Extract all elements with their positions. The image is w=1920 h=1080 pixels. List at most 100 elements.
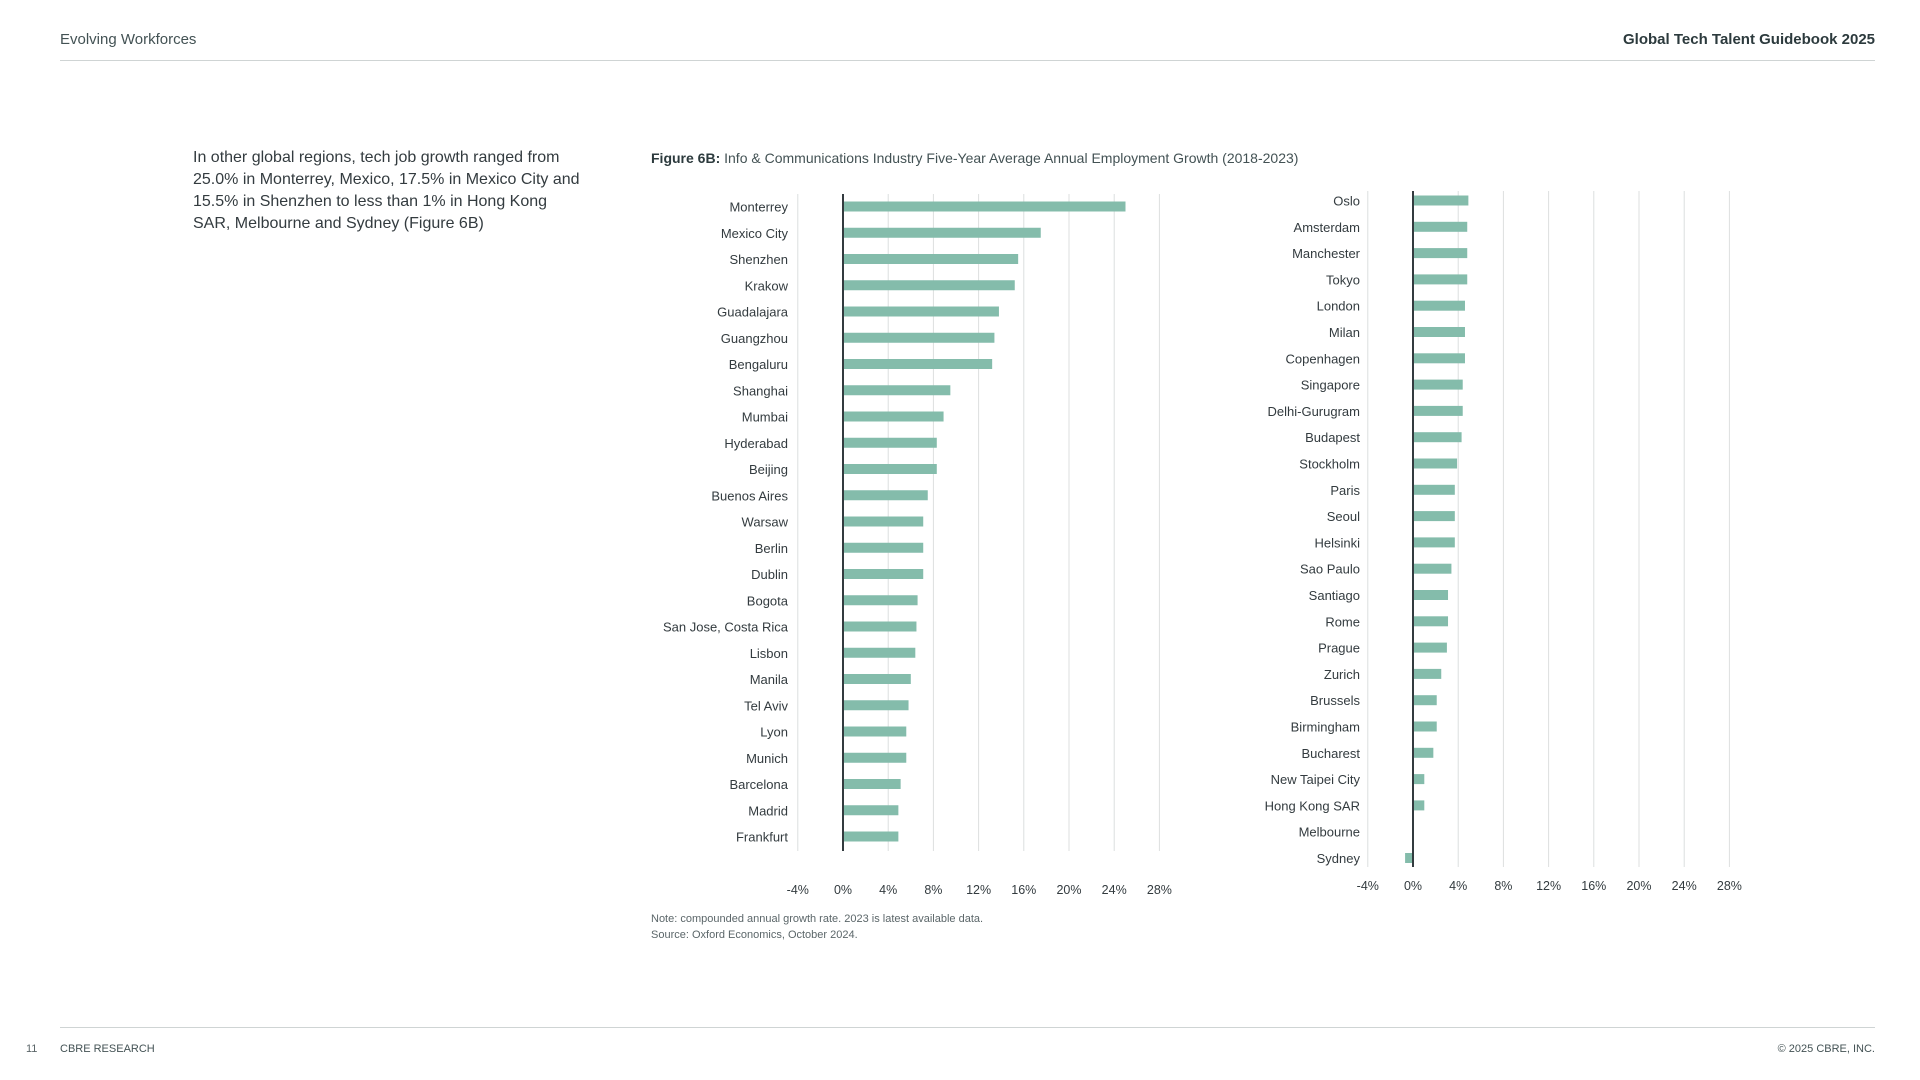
category-label: Amsterdam [1294, 220, 1360, 235]
category-label: Mumbai [742, 410, 788, 425]
category-label: Lyon [760, 725, 788, 740]
bar [1413, 511, 1455, 522]
header-divider [60, 60, 1875, 61]
category-label: San Jose, Costa Rica [663, 620, 789, 635]
x-tick-label: 4% [879, 883, 897, 897]
figure-title: Figure 6B: Info & Communications Industr… [651, 150, 1298, 166]
bar [1413, 642, 1447, 653]
bar [843, 464, 937, 474]
category-label: Dublin [751, 567, 788, 582]
bar [843, 569, 924, 579]
category-label: Berlin [755, 541, 788, 556]
bar [1413, 616, 1449, 627]
category-label: Shanghai [733, 383, 788, 398]
bar [1413, 537, 1455, 548]
category-label: Barcelona [729, 777, 788, 792]
x-tick-label: 20% [1056, 883, 1081, 897]
category-label: Munich [746, 751, 788, 766]
x-tick-label: 16% [1011, 883, 1036, 897]
source-line: Source: Oxford Economics, October 2024. [651, 929, 858, 941]
category-label: Brussels [1310, 693, 1360, 708]
x-tick-label: 0% [834, 883, 852, 897]
bar [1413, 563, 1452, 574]
page-number: 11 [26, 1043, 38, 1055]
category-label: Krakow [745, 278, 789, 293]
category-label: Hong Kong SAR [1265, 798, 1360, 813]
x-tick-label: 0% [1404, 879, 1422, 893]
bar [1413, 379, 1463, 390]
category-label: Shenzhen [729, 252, 788, 267]
bar [1413, 405, 1463, 416]
category-label: Mexico City [721, 226, 789, 241]
figure-caption: Info & Communications Industry Five-Year… [724, 150, 1299, 166]
bar [843, 542, 924, 553]
bar [1413, 221, 1468, 232]
bar [843, 831, 899, 842]
bar [843, 201, 1126, 212]
category-label: Guadalajara [717, 305, 789, 320]
note-line: Note: compounded annual growth rate. 202… [651, 913, 984, 925]
category-label: Sao Paulo [1300, 562, 1360, 577]
bar [843, 385, 951, 396]
x-tick-label: 20% [1626, 879, 1651, 893]
category-label: Delhi-Gurugram [1268, 404, 1360, 419]
bar [843, 332, 995, 343]
bar [843, 752, 907, 763]
bar [843, 674, 911, 684]
category-label: Melbourne [1299, 825, 1360, 840]
bar [843, 621, 917, 632]
category-label: Buenos Aires [711, 488, 788, 503]
category-label: Zurich [1324, 667, 1360, 682]
category-label: Frankfurt [736, 830, 788, 845]
category-label: Paris [1330, 483, 1360, 498]
category-label: Sydney [1317, 851, 1361, 866]
category-label: Milan [1329, 325, 1360, 340]
category-label: Madrid [748, 803, 788, 818]
x-tick-label: -4% [1357, 879, 1379, 893]
category-label: Tel Aviv [744, 698, 788, 713]
category-label: Tokyo [1326, 272, 1360, 287]
category-label: Prague [1318, 641, 1360, 656]
x-tick-label: -4% [787, 883, 809, 897]
bar [1413, 484, 1455, 495]
bar [1413, 353, 1465, 364]
bar [1413, 300, 1465, 311]
category-label: Seoul [1327, 509, 1360, 524]
chart-panel-right: -4% 0% 4% 8% 12% 16% 20% 24% 28% Oslo Amsterdam Man… [1265, 191, 1742, 893]
report-title: Global Tech Talent Guidebook 2025 [1623, 31, 1875, 48]
category-label: Santiago [1309, 588, 1360, 603]
chart-panel-left: -4% 0% 4% 8% 12% 16% 20% 24% 28% Monterrey Mexico … [663, 194, 1172, 897]
category-label: Helsinki [1314, 535, 1360, 550]
bar [843, 437, 937, 448]
bar [843, 280, 1015, 291]
category-label: Stockholm [1299, 457, 1360, 472]
category-label: Oslo [1333, 194, 1360, 209]
bar [1413, 668, 1442, 679]
x-tick-label: 12% [966, 883, 991, 897]
category-label: Manila [750, 672, 789, 687]
bar [1413, 774, 1425, 785]
x-tick-label: 8% [924, 883, 942, 897]
category-label: Bogota [747, 593, 789, 608]
x-tick-label: 28% [1147, 883, 1172, 897]
bar [1413, 327, 1465, 337]
bar [843, 516, 924, 527]
bar [843, 254, 1019, 264]
bar [843, 306, 999, 317]
bar [1405, 853, 1413, 863]
category-label: Guangzhou [721, 331, 788, 346]
category-label: Lisbon [750, 646, 788, 661]
category-label: Hyderabad [724, 436, 788, 451]
x-tick-label: 28% [1717, 879, 1742, 893]
category-label: Bengaluru [729, 357, 788, 372]
copyright: © 2025 CBRE, INC. [1777, 1043, 1875, 1055]
category-label: Bucharest [1301, 746, 1360, 761]
bar [1413, 274, 1468, 285]
bar [843, 411, 944, 422]
intro-paragraph: In other global regions, tech job growth… [193, 149, 580, 232]
bar [843, 779, 901, 789]
bar [1413, 248, 1468, 259]
category-label: Budapest [1305, 430, 1360, 445]
bar [1413, 432, 1462, 443]
